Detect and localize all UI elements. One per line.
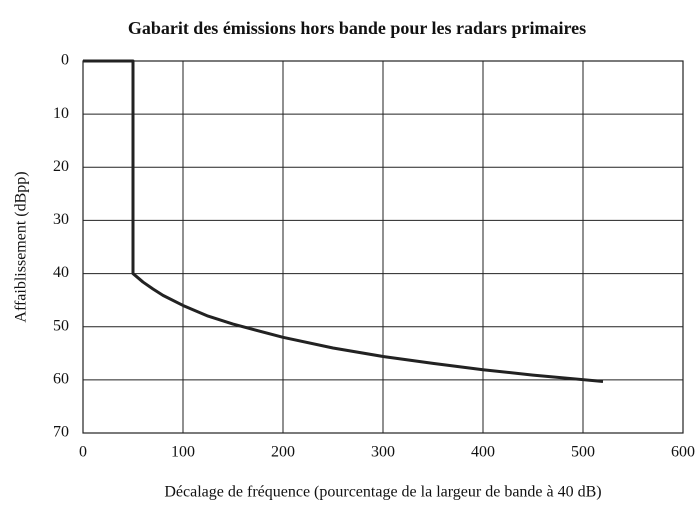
line-series	[83, 59, 604, 383]
x-tick-label: 200	[271, 444, 295, 461]
y-axis-label: Affaiblissement (dBpp)	[13, 171, 30, 322]
chart-title: Gabarit des émissions hors bande pour le…	[128, 18, 586, 38]
y-tick-label: 30	[53, 211, 69, 228]
x-tick-label: 100	[171, 444, 195, 461]
y-tick-label: 60	[53, 371, 69, 388]
y-tick-label: 20	[53, 158, 69, 175]
y-tick-label: 40	[53, 264, 69, 281]
y-tick-label: 0	[61, 52, 69, 69]
x-tick-label: 300	[371, 444, 395, 461]
x-tick-label: 400	[471, 444, 495, 461]
x-tick-label: 600	[671, 444, 695, 461]
x-tick-label: 0	[79, 444, 87, 461]
x-axis-label: Décalage de fréquence (pourcentage de la…	[164, 484, 601, 501]
y-tick-label: 50	[53, 317, 69, 334]
x-tick-label: 500	[571, 444, 595, 461]
plot-border	[82, 60, 684, 434]
y-tick-label: 70	[53, 424, 69, 441]
y-tick-label: 10	[53, 105, 69, 122]
